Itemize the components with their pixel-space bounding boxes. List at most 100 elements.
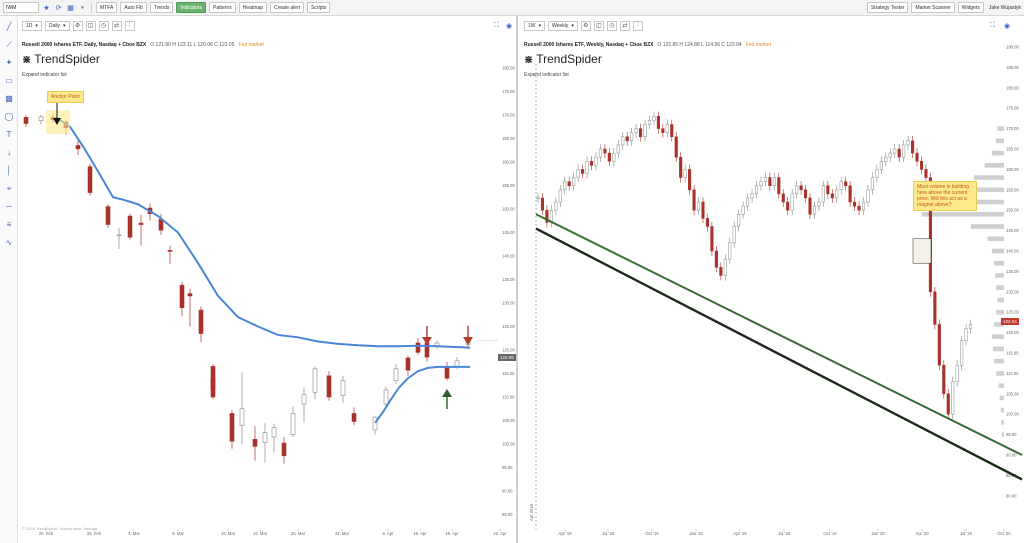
candle [393,368,399,381]
fib-tool-icon[interactable]: ≡ [6,220,12,229]
circle-tool-icon[interactable]: ◯ [4,112,14,121]
candle [683,169,687,178]
indicator-icon[interactable]: ⫶ [632,20,643,31]
heatmap-button[interactable]: Heatmap [238,2,267,13]
indicator-icon[interactable]: ⫶ [124,20,135,31]
y-axis-label: 85.00 [502,512,513,517]
clock-icon[interactable]: ◷ [98,20,109,31]
volume-profile-bar [1001,432,1004,437]
symbol-input[interactable] [3,2,39,13]
chart-type-icon[interactable]: ◫ [85,20,96,31]
daily-chart-panel[interactable]: 1D ▾ Daily ▾ ⚙ ◫ ◷ ⇄ ⫶ ⛶ ◉ Russell 2000 Is… [18,16,518,543]
y-axis-label: 125.00 [1006,310,1019,315]
user-name[interactable]: Jake Wujastyk [988,4,1021,11]
interval-short-select[interactable]: 1D ▾ [22,20,42,31]
candle [786,201,790,211]
fullscreen-icon[interactable]: ⛶ [494,22,499,29]
candle [746,197,750,207]
market-status: Fed market [745,42,771,48]
ray-tool-icon[interactable]: ⟋ [6,39,12,49]
candle [563,181,567,191]
interval-select[interactable]: Daily ▾ [44,20,70,31]
candle [790,193,794,211]
candle [799,185,803,191]
candle [612,152,616,162]
trends-button[interactable]: Trends [149,2,174,13]
candle [271,427,277,438]
trendspider-logo: ⋇ TrendSpider [22,52,100,66]
volume-profile-bar [994,322,1004,327]
fill-rectangle-icon[interactable]: ▩ [5,94,13,103]
y-axis-label: 105.00 [502,418,515,423]
y-axis-label: 145.00 [1006,228,1019,233]
x-axis-label: 20. Feb [39,531,54,536]
path-tool-icon[interactable]: ∿ [5,238,13,247]
strategy-tester-button[interactable]: Strategy Tester [866,2,909,13]
expand-indicator-list[interactable]: Expand indicator list [524,72,569,78]
camera-icon[interactable]: ◉ [1004,23,1011,30]
widgets-button[interactable]: Widgets [957,2,984,13]
chevron-down-icon[interactable]: ▾ [81,4,84,11]
candle [732,226,736,244]
text-tool-icon[interactable]: T [6,130,12,139]
star-icon[interactable]: ★ [43,4,50,12]
chart-type-icon[interactable]: ◫ [593,20,604,31]
dark-trendline [535,227,1023,481]
logo-icon: ⋇ [524,53,534,66]
magic-wand-icon[interactable]: ✦ [5,58,13,67]
y-axis-label: 160.00 [1006,167,1019,172]
y-axis-label: 175.00 [1006,106,1019,111]
candle [875,169,879,178]
volume-profile-bar [996,371,1004,376]
trendline-tool-icon[interactable]: ╱ [6,22,12,31]
x-axis-label: 16. Apr [445,531,459,536]
y-axis-label: 130.00 [502,301,515,306]
camera-icon[interactable]: ◉ [506,23,513,30]
arrow-down-tool-icon[interactable]: ↓ [7,148,11,157]
y-axis-label: 95.00 [502,465,513,470]
candle [808,197,812,215]
clock-icon[interactable]: ◷ [606,20,617,31]
candle [839,181,843,191]
volume-profile-bar [991,334,1004,339]
daily-price-chart[interactable]: 180.00 175.00 170.00 165.00 160.00 155.00 150.… [18,16,518,543]
y-axis-label: 105.00 [1006,391,1019,396]
compare-icon[interactable]: ⇄ [111,20,122,31]
vertical-line-icon[interactable]: │ [6,166,12,175]
patterns-button[interactable]: Patterns [209,2,236,13]
mtfa-button[interactable]: MTFA [96,2,118,13]
interval-select[interactable]: Weekly ▾ [548,20,578,31]
fullscreen-icon[interactable]: ⛶ [990,22,995,29]
expand-indicator-list[interactable]: Expand indicator list [22,72,67,78]
compare-icon[interactable]: ⇄ [619,20,630,31]
candle [719,267,723,276]
candle [723,258,727,276]
auto-fib-button[interactable]: Auto Fib [120,2,147,13]
anchor-vwap-icon[interactable]: ⌖ [6,183,12,193]
horizontal-line-icon[interactable]: ─ [6,202,12,211]
interval-short-select[interactable]: 1W ▾ [524,20,546,31]
create-alert-button[interactable]: Create alert [269,2,305,13]
settings-icon[interactable]: ⚙ [580,20,591,31]
candle [861,201,866,211]
candle [405,357,411,371]
weekly-price-chart[interactable]: 190.00 185.00 180.00 175.00 170.00 165.00 160.… [520,16,1024,543]
indicators-button[interactable]: Indicators [176,2,207,13]
weekly-chart-panel[interactable]: 1W ▾ Weekly ▾ ⚙ ◫ ◷ ⇄ ⫶ ⛶ ◉ Russell 2000 I… [520,16,1024,543]
candle [229,413,235,442]
candle [661,128,665,133]
candle [955,364,959,382]
volume-profile-bar [1001,420,1004,425]
candle [545,209,549,223]
settings-icon[interactable]: ⚙ [72,20,83,31]
market-scanner-button[interactable]: Market Scanner [911,2,955,13]
candle [964,328,968,342]
scripts-button[interactable]: Scripts [307,2,331,13]
candle [179,284,185,309]
candle [639,128,643,138]
resistance-arrow-head [422,337,432,345]
refresh-icon[interactable]: ⟳ [55,4,62,12]
x-axis-label: Jul '19 [778,531,791,536]
layout-icon[interactable]: ▦ [67,4,74,12]
rectangle-tool-icon[interactable]: ▭ [5,76,13,85]
